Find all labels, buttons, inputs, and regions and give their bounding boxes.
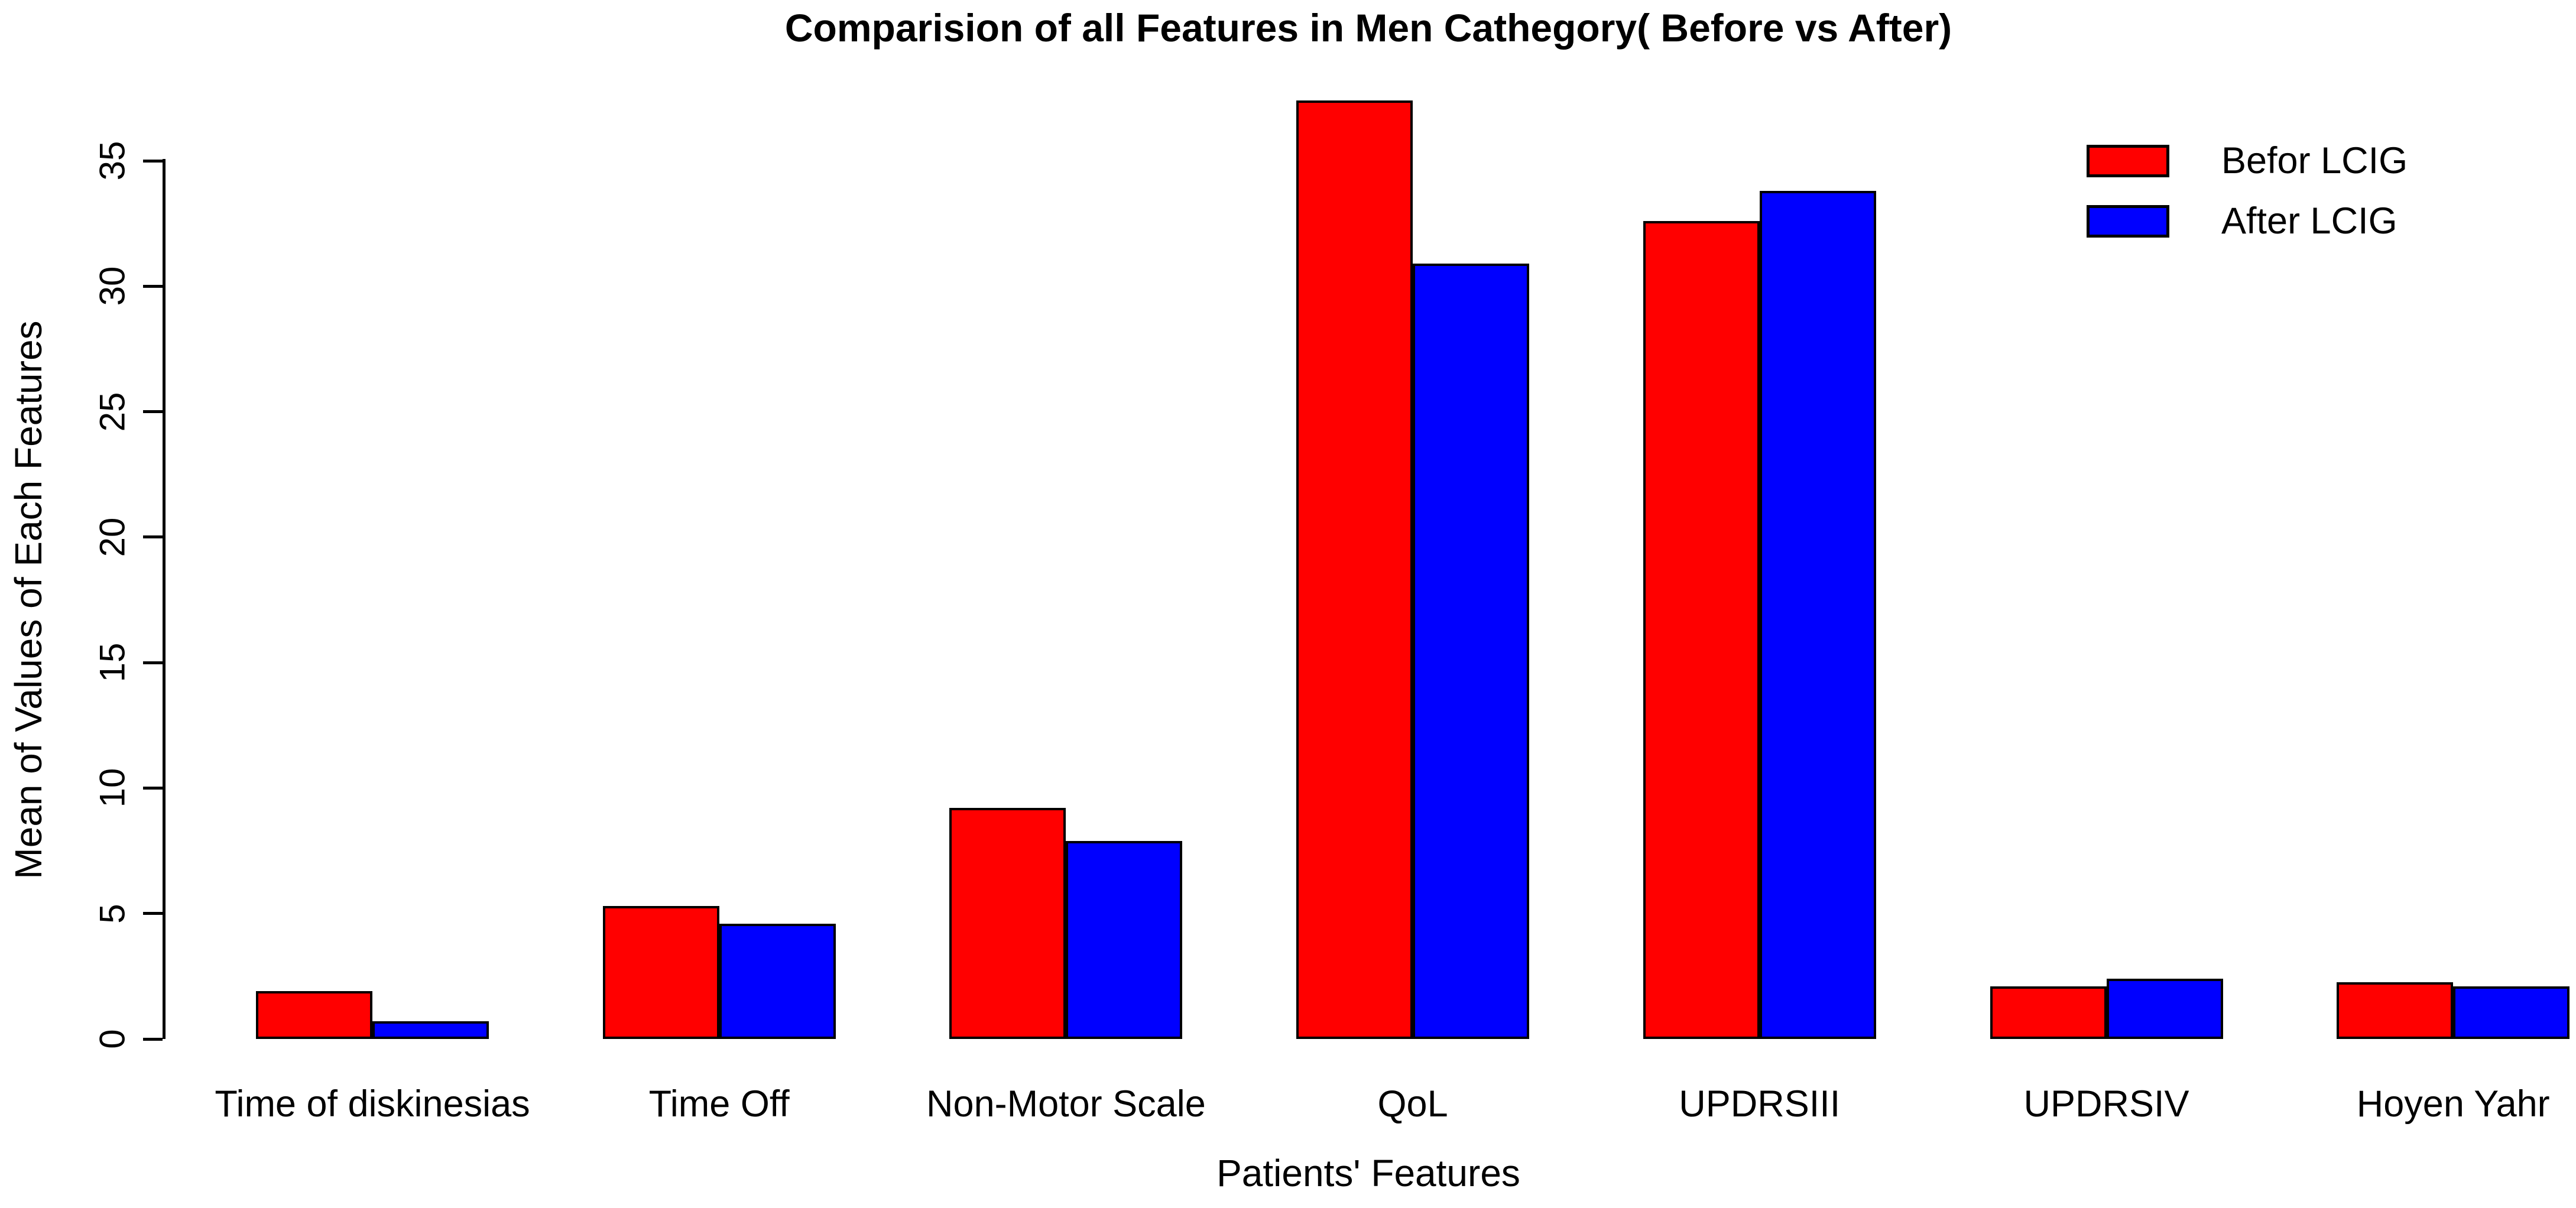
y-tick-label-text: 25: [92, 392, 132, 431]
legend-label-befor-lcig: Befor LCIG: [2221, 140, 2408, 181]
x-category-label: UPDRSIV: [2023, 1083, 2189, 1125]
y-tick-label-text: 0: [92, 1029, 132, 1049]
bar-befor-lcig-1: [256, 991, 372, 1039]
bar-after-lcig-5: [1759, 190, 1876, 1039]
y-tick-label-text: 35: [92, 141, 132, 181]
plot-area: 0 5 10 15 20 25 30 35: [93, 77, 2571, 1049]
bar-after-lcig-3: [1066, 840, 1183, 1039]
y-tick: [143, 284, 163, 288]
chart-title: Comparision of all Features in Men Cathe…: [784, 6, 1952, 50]
x-category-label: Non-Motor Scale: [926, 1083, 1206, 1125]
x-category-label: Time of diskinesias: [215, 1083, 530, 1125]
y-tick-label-text: 15: [92, 642, 132, 683]
legend: Befor LCIG After LCIG: [2087, 140, 2408, 265]
y-tick-label-text: 20: [92, 517, 132, 557]
y-tick-label-text: 10: [92, 768, 132, 808]
y-axis-title-text: Mean of Values of Each Features: [7, 320, 50, 879]
y-tick-label-text: 5: [92, 904, 132, 924]
bar-befor-lcig-4: [1296, 100, 1413, 1039]
bar-befor-lcig-5: [1643, 220, 1760, 1039]
x-category-label: UPDRSIII: [1679, 1083, 1841, 1125]
legend-label-after-lcig: After LCIG: [2221, 200, 2397, 242]
y-tick-label-text: 30: [92, 266, 132, 306]
x-category-label: QoL: [1377, 1083, 1448, 1125]
bar-befor-lcig-7: [2337, 982, 2454, 1039]
legend-swatch-after-lcig: [2087, 205, 2169, 238]
bar-befor-lcig-3: [949, 808, 1066, 1039]
legend-item-after-lcig: After LCIG: [2087, 200, 2408, 242]
bar-after-lcig-4: [1413, 264, 1530, 1039]
y-tick: [143, 159, 163, 163]
y-tick: [143, 786, 163, 790]
x-axis-title: Patients' Features: [1216, 1152, 1520, 1194]
y-tick: [143, 912, 163, 915]
bar-befor-lcig-6: [1990, 986, 2107, 1039]
x-category-label: Time Off: [648, 1083, 790, 1125]
y-tick: [143, 1037, 163, 1041]
legend-item-befor-lcig: Befor LCIG: [2087, 140, 2408, 181]
x-category-label: Hoyen Yahr: [2356, 1083, 2550, 1125]
y-tick: [143, 661, 163, 664]
bar-after-lcig-7: [2453, 986, 2570, 1039]
bar-after-lcig-6: [2106, 979, 2223, 1039]
y-tick: [143, 410, 163, 414]
legend-swatch-befor-lcig: [2087, 145, 2169, 177]
bar-after-lcig-2: [719, 923, 836, 1039]
bar-befor-lcig-2: [602, 905, 719, 1039]
bar-after-lcig-1: [372, 1021, 489, 1039]
y-tick: [143, 535, 163, 539]
y-axis-line: [163, 159, 166, 1039]
